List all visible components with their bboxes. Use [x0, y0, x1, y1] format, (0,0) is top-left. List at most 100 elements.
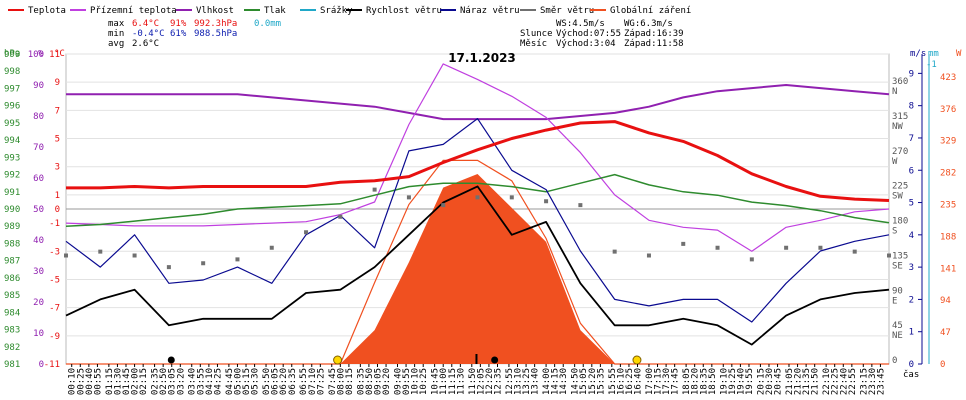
pct-tick-label: 40: [33, 236, 44, 246]
x-tick-label: 21:35: [802, 368, 812, 395]
chart-title: 17.1.2023: [448, 51, 516, 65]
x-tick-label: 08:15: [345, 368, 355, 395]
stat-max-press: 992.3hPa: [194, 19, 237, 29]
series-line-vlhkost: [66, 84, 890, 121]
pct-axis-title: %: [38, 49, 44, 59]
hpa-tick-label: 986: [4, 274, 20, 284]
x-tick-label: 12:35: [494, 368, 504, 395]
stat-max-hum: 91%: [170, 19, 187, 29]
ms-tick-label: 7: [909, 134, 914, 144]
moonrise-marker: [167, 356, 175, 364]
ms-tick-label: 9: [909, 69, 914, 79]
stat-max-temp: 6.4°C: [132, 19, 159, 29]
x-tick-label: 14:00: [542, 368, 552, 395]
wind-direction-point: [98, 249, 103, 254]
hpa-tick-label: 999: [4, 50, 20, 60]
pct-tick-label: 0: [39, 360, 44, 370]
x-tick-label: 19:55: [745, 368, 755, 395]
x-tick-label: 11:15: [448, 368, 458, 395]
legend: Teplota Přízemní teplota Vlhkost Tlak Srážky…: [8, 6, 691, 16]
temp-tick-label: -11: [44, 360, 60, 370]
x-tick-label: 13:10: [514, 368, 524, 395]
pct-tick-label: 60: [33, 174, 44, 184]
legend-label: Vlhkost: [196, 6, 234, 16]
x-tick-label: 22:40: [839, 368, 849, 395]
hpa-axis-title: hPa: [4, 49, 20, 59]
x-tick-label: 08:35: [356, 368, 366, 395]
x-tick-label: 12:20: [485, 368, 495, 395]
x-tick-label: 05:50: [262, 368, 272, 395]
stat-min-press: 988.5hPa: [194, 29, 237, 39]
x-tick-label: 18:35: [699, 368, 709, 395]
ms-tick-label: 2: [909, 295, 914, 305]
dir-tick-name: S: [892, 227, 897, 237]
wind-direction-point: [132, 253, 137, 258]
wind-direction-point: [818, 245, 823, 250]
series-line-rychlost-v-tru: [65, 185, 890, 346]
x-tick-label: 03:55: [196, 368, 206, 395]
hpa-tick-label: 997: [4, 84, 20, 94]
x-tick-label: 16:40: [634, 368, 644, 395]
pct-tick-label: 30: [33, 267, 44, 277]
x-tick-label: 07:25: [316, 368, 326, 395]
x-tick-label: 23:15: [859, 368, 869, 395]
series-line-tlak: [65, 173, 890, 227]
x-tick-label: 05:30: [251, 368, 261, 395]
w-tick-label: 423: [940, 73, 956, 83]
temp-tick-label: 5: [55, 135, 60, 145]
temp-tick-label: 11: [49, 50, 60, 60]
x-tick-label: 20:30: [765, 368, 775, 395]
dir-tick-name: NE: [892, 331, 903, 341]
hpa-tick-label: 985: [4, 291, 20, 301]
dir-tick-label: 360: [892, 77, 908, 87]
x-tick-label: 16:25: [625, 368, 635, 395]
mm-axis-top: -1: [926, 60, 937, 70]
info-sunrise: Východ:07:55: [556, 29, 621, 39]
ms-tick-label: 4: [909, 231, 914, 241]
x-tick-label: 02:00: [131, 368, 141, 395]
radiation-area-fill: [66, 174, 889, 364]
dir-tick-label: 45: [892, 321, 903, 331]
dir-tick-label: 90: [892, 286, 903, 296]
hpa-tick-label: 993: [4, 153, 20, 163]
ms-tick-label: 1: [909, 328, 914, 338]
x-axis-label: čas: [903, 369, 919, 380]
hpa-tick-label: 998: [4, 67, 20, 77]
temp-axis-title: °C: [54, 49, 65, 59]
x-tick-label: 21:05: [785, 368, 795, 395]
x-tick-label: 01:45: [122, 368, 132, 395]
x-tick-label: 09:05: [373, 368, 383, 395]
wind-direction-point: [201, 261, 206, 266]
wind-direction-point: [887, 253, 891, 258]
legend-label: Teplota: [28, 6, 66, 16]
wind-direction-point: [646, 253, 651, 258]
temp-tick-label: 1: [55, 191, 60, 201]
stat-max-label: max: [108, 19, 125, 29]
x-tick-label: 14:30: [559, 368, 569, 395]
hpa-tick-label: 994: [4, 136, 20, 146]
x-tick-label: 18:20: [691, 368, 701, 395]
dir-tick-name: SE: [892, 261, 903, 271]
dir-tick-label: 135: [892, 251, 908, 261]
x-tick-label: 01:15: [105, 368, 115, 395]
sunset-marker: [632, 355, 642, 365]
x-tick-label: 10:25: [419, 368, 429, 395]
w-axis-title: W: [956, 49, 962, 59]
x-tick-label: 20:15: [756, 368, 766, 395]
hpa-tick-label: 996: [4, 102, 20, 112]
w-tick-label: 141: [940, 264, 956, 274]
x-tick-label: 02:50: [159, 368, 169, 395]
hpa-tick-label: 989: [4, 222, 20, 232]
axes: 1197531-1-3-5-7-9-1109999989979969959949…: [4, 49, 962, 395]
legend-label: Srážky: [320, 6, 353, 16]
wind-direction-point: [304, 230, 309, 235]
w-tick-label: 282: [940, 169, 956, 179]
dir-tick-label: 315: [892, 112, 908, 122]
series-line-p-zemn-teplota: [65, 63, 890, 252]
x-tick-label: 00:40: [85, 368, 95, 395]
hpa-tick-label: 982: [4, 343, 20, 353]
x-tick-label: 10:10: [411, 368, 421, 395]
legend-label: Tlak: [264, 6, 286, 16]
temp-tick-label: 7: [55, 106, 60, 116]
x-tick-label: 22:55: [848, 368, 858, 395]
